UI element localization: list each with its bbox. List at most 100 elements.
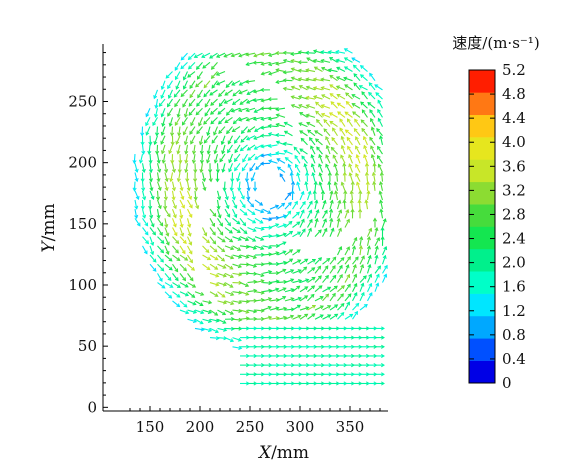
colorbar-segment	[469, 361, 495, 384]
velocity-vector	[306, 105, 315, 109]
velocity-vector	[173, 283, 181, 288]
velocity-vector	[248, 218, 256, 222]
velocity-vector	[315, 210, 319, 218]
velocity-vector	[361, 120, 367, 127]
velocity-vector	[379, 136, 382, 145]
velocity-vector	[173, 292, 180, 297]
velocity-vector	[165, 218, 168, 227]
velocity-vector	[180, 237, 186, 244]
velocity-vector	[193, 172, 196, 181]
velocity-vector	[285, 250, 292, 255]
velocity-vector	[141, 127, 144, 136]
velocity-vector	[237, 172, 240, 181]
velocity-vector	[197, 62, 203, 69]
velocity-vector	[165, 264, 172, 270]
velocity-vector	[223, 182, 226, 191]
velocity-vector	[375, 274, 379, 282]
colorbar-segment	[469, 227, 495, 250]
velocity-vector	[378, 110, 383, 118]
velocity-vector	[205, 108, 210, 116]
colorbar-tick-label: 3.6	[502, 157, 526, 175]
velocity-vector	[218, 228, 223, 235]
velocity-vector	[148, 145, 151, 154]
velocity-vector	[373, 163, 376, 172]
velocity-vector	[306, 51, 315, 54]
velocity-vector	[173, 218, 177, 226]
velocity-vector	[306, 69, 315, 72]
velocity-vector	[344, 191, 347, 200]
velocity-vector	[360, 265, 364, 274]
velocity-vector	[383, 256, 387, 264]
velocity-vector	[358, 209, 361, 218]
velocity-vector	[371, 119, 375, 127]
velocity-vector	[330, 294, 335, 301]
velocity-vector	[337, 219, 340, 228]
velocity-vector	[355, 119, 360, 126]
velocity-vector	[284, 87, 293, 90]
velocity-vector	[319, 173, 322, 182]
velocity-vector	[378, 100, 382, 108]
velocity-vector	[158, 182, 162, 190]
x-tick-label: 150	[136, 418, 165, 436]
velocity-vector	[360, 256, 364, 264]
velocity-vector	[358, 200, 361, 209]
velocity-vector	[165, 273, 171, 280]
velocity-vector	[315, 230, 321, 237]
velocity-vector	[212, 136, 217, 143]
velocity-vector	[197, 72, 202, 79]
velocity-vector	[370, 137, 375, 144]
velocity-vector	[352, 104, 360, 109]
velocity-vector	[178, 127, 181, 136]
velocity-vector	[225, 90, 232, 95]
velocity-vector	[319, 182, 322, 191]
velocity-vector	[346, 102, 352, 109]
velocity-vector	[164, 191, 167, 200]
velocity-vector	[284, 71, 293, 74]
velocity-vector	[248, 209, 255, 214]
velocity-vector	[276, 62, 285, 65]
velocity-vector	[350, 200, 353, 209]
velocity-vector	[172, 182, 175, 191]
velocity-vector	[353, 112, 360, 117]
velocity-vector	[285, 131, 293, 136]
velocity-vector	[183, 81, 187, 89]
colorbar-title: 速度/(m·s⁻¹)	[452, 34, 539, 52]
velocity-vector	[240, 283, 248, 287]
velocity-vector	[211, 108, 218, 114]
velocity-vector	[315, 219, 318, 228]
velocity-vector	[161, 136, 165, 144]
velocity-vector	[232, 108, 240, 112]
velocity-vector	[165, 172, 168, 181]
velocity-vector	[135, 218, 140, 226]
velocity-vector	[143, 218, 148, 225]
velocity-vector	[371, 127, 375, 135]
velocity-vector	[368, 256, 372, 264]
velocity-vector	[180, 228, 184, 236]
velocity-vector	[192, 145, 195, 154]
velocity-vector	[345, 85, 353, 90]
velocity-vector	[269, 72, 278, 76]
velocity-vector	[173, 264, 178, 271]
velocity-vector	[365, 173, 368, 182]
velocity-vector	[229, 163, 233, 171]
velocity-vector	[356, 174, 360, 182]
velocity-vector	[370, 110, 375, 117]
velocity-vector	[141, 172, 144, 181]
velocity-vector	[360, 237, 363, 246]
velocity-vector	[278, 297, 286, 301]
velocity-vector	[375, 85, 382, 90]
velocity-vector	[135, 191, 139, 199]
velocity-vector	[225, 191, 228, 200]
velocity-vector	[354, 83, 360, 90]
velocity-vector	[222, 163, 225, 172]
velocity-vector	[291, 52, 300, 55]
velocity-vector	[233, 200, 237, 208]
velocity-vector	[270, 224, 278, 228]
velocity-vector	[331, 147, 337, 154]
velocity-vector	[180, 310, 188, 314]
velocity-vector	[146, 127, 150, 135]
velocity-vector	[323, 266, 328, 273]
velocity-vector	[210, 218, 215, 226]
velocity-vector	[240, 218, 246, 225]
velocity-vector	[307, 122, 315, 126]
